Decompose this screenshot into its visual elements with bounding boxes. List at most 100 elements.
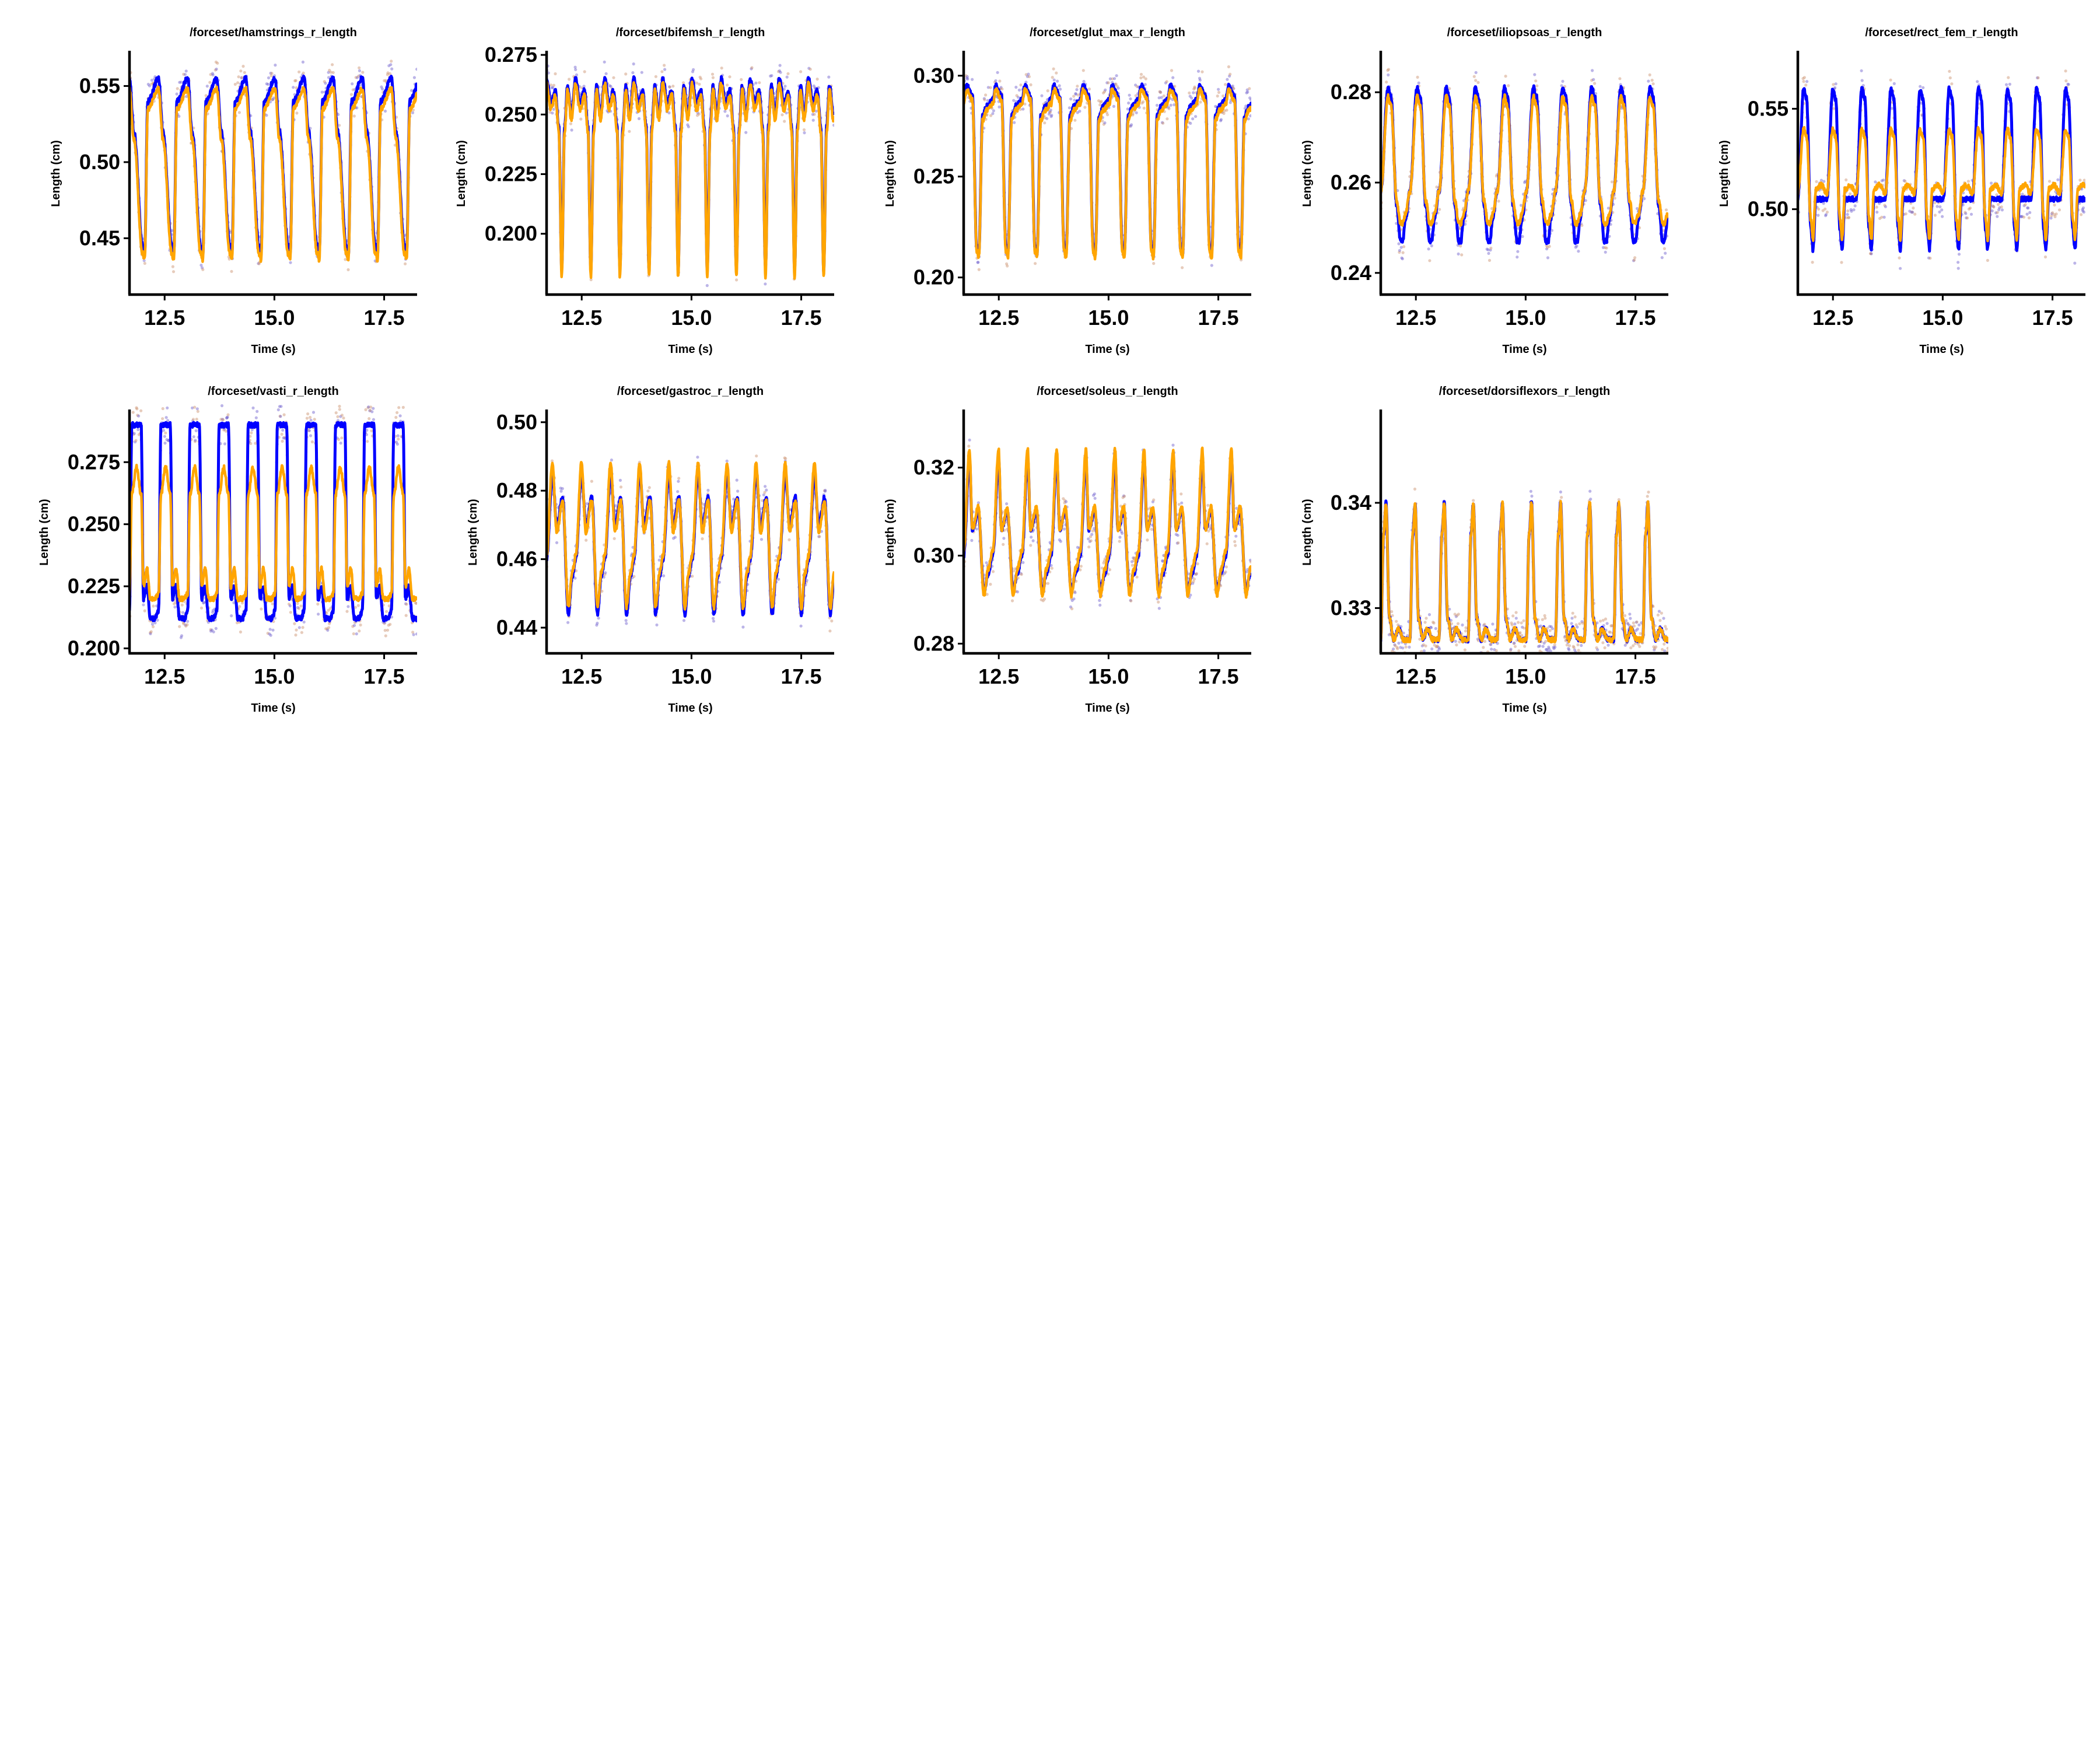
scatter-point (1087, 537, 1090, 541)
scatter-point (340, 436, 344, 440)
scatter-point (271, 628, 275, 632)
scatter-point (331, 63, 334, 66)
scatter-point (1491, 622, 1494, 626)
scatter-point (1541, 645, 1545, 648)
scatter-point (293, 622, 296, 625)
scatter-point (1882, 215, 1886, 219)
y-tick-label: 0.275 (485, 43, 537, 66)
scatter-point (1459, 244, 1462, 248)
scatter-point (780, 113, 784, 117)
scatter-point (1118, 536, 1122, 539)
scatter-point (1099, 100, 1102, 104)
scatter-point (1480, 654, 1483, 657)
scatter-point (1490, 648, 1493, 651)
scatter-point (769, 74, 772, 78)
scatter-point (1010, 599, 1014, 603)
scatter-point (555, 541, 559, 544)
scatter-point (1658, 619, 1662, 622)
scatter-point (1922, 86, 1925, 89)
scatter-point (1825, 211, 1829, 214)
x-tick-label: 15.0 (1505, 306, 1546, 330)
scatter-point (1462, 654, 1465, 657)
scatter-point (1597, 656, 1600, 659)
scatter-point (1017, 96, 1020, 99)
scatter-point (1170, 69, 1174, 72)
scatter-point (1111, 94, 1115, 98)
x-axis-label: Time (s) (1085, 343, 1129, 356)
scatter-point (383, 109, 387, 113)
scatter-point (967, 444, 971, 448)
scatter-point (1632, 624, 1636, 628)
scatter-point (1069, 97, 1073, 101)
scatter-point (390, 67, 394, 71)
scatter-point (758, 81, 761, 85)
scatter-point (1101, 119, 1104, 123)
scatter-point (646, 489, 650, 493)
scatter-point (1216, 94, 1219, 98)
subplot-title: /forceset/iliopsoas_r_length (1447, 26, 1602, 39)
scatter-point (1046, 582, 1050, 585)
scatter-point (1845, 216, 1849, 219)
scatter-point (691, 70, 695, 74)
scatter-point (146, 82, 150, 86)
scatter-point (1546, 256, 1550, 260)
scatter-point (1457, 252, 1460, 256)
scatter-point (196, 410, 200, 413)
scatter-point (1082, 80, 1086, 83)
scatter-point (370, 410, 374, 414)
scatter-point (632, 575, 636, 578)
scatter-point (1398, 250, 1401, 254)
scatter-point (2043, 255, 2048, 259)
scatter-point (137, 414, 141, 418)
scatter-point (1143, 83, 1147, 86)
x-tick-label: 12.5 (144, 664, 185, 688)
scatter-point (404, 262, 407, 265)
scatter-point (687, 125, 690, 128)
scatter-point (349, 93, 354, 96)
scatter-point (1850, 209, 1853, 213)
scatter-point (401, 405, 405, 410)
scatter-point (1601, 641, 1605, 645)
scatter-point (309, 418, 313, 422)
scatter-point (740, 78, 743, 81)
scatter-point (1651, 82, 1655, 86)
scatter-point (352, 624, 356, 627)
scatter-point (1082, 69, 1085, 72)
x-tick-label: 17.5 (781, 664, 822, 688)
scatter-point (1195, 572, 1198, 575)
scatter-point (301, 60, 305, 64)
scatter-point (549, 83, 553, 87)
scatter-point (1522, 626, 1526, 630)
scatter-point (254, 416, 258, 419)
scatter-point (1021, 107, 1025, 111)
scatter-point (1107, 81, 1110, 85)
scatter-point (2005, 83, 2008, 86)
scatter-point (590, 480, 594, 483)
scatter-point (551, 86, 555, 89)
scatter-point (1464, 629, 1468, 633)
scatter-point (1043, 121, 1046, 125)
scatter-point (1605, 246, 1608, 250)
plot-area (130, 404, 417, 639)
y-tick-label: 0.20 (914, 265, 954, 289)
scatter-point (1560, 496, 1563, 499)
scatter-point (1167, 107, 1171, 110)
scatter-point (1098, 103, 1102, 107)
x-tick-label: 12.5 (561, 306, 602, 330)
scatter-point (368, 417, 371, 421)
scatter-point (1390, 610, 1394, 614)
scatter-point (1129, 599, 1133, 603)
scatter-point (356, 74, 360, 78)
scatter-point (1948, 76, 1952, 80)
y-tick-label: 0.30 (914, 543, 954, 567)
scatter-point (212, 630, 215, 634)
scatter-point (204, 94, 208, 97)
scatter-point (1034, 262, 1037, 265)
scatter-point (668, 85, 671, 89)
scatter-point (1152, 262, 1156, 265)
scatter-point (1461, 623, 1464, 626)
scatter-point (1093, 496, 1097, 500)
scatter-point (706, 488, 710, 492)
scatter-point (2082, 211, 2085, 214)
scatter-point (306, 412, 310, 416)
